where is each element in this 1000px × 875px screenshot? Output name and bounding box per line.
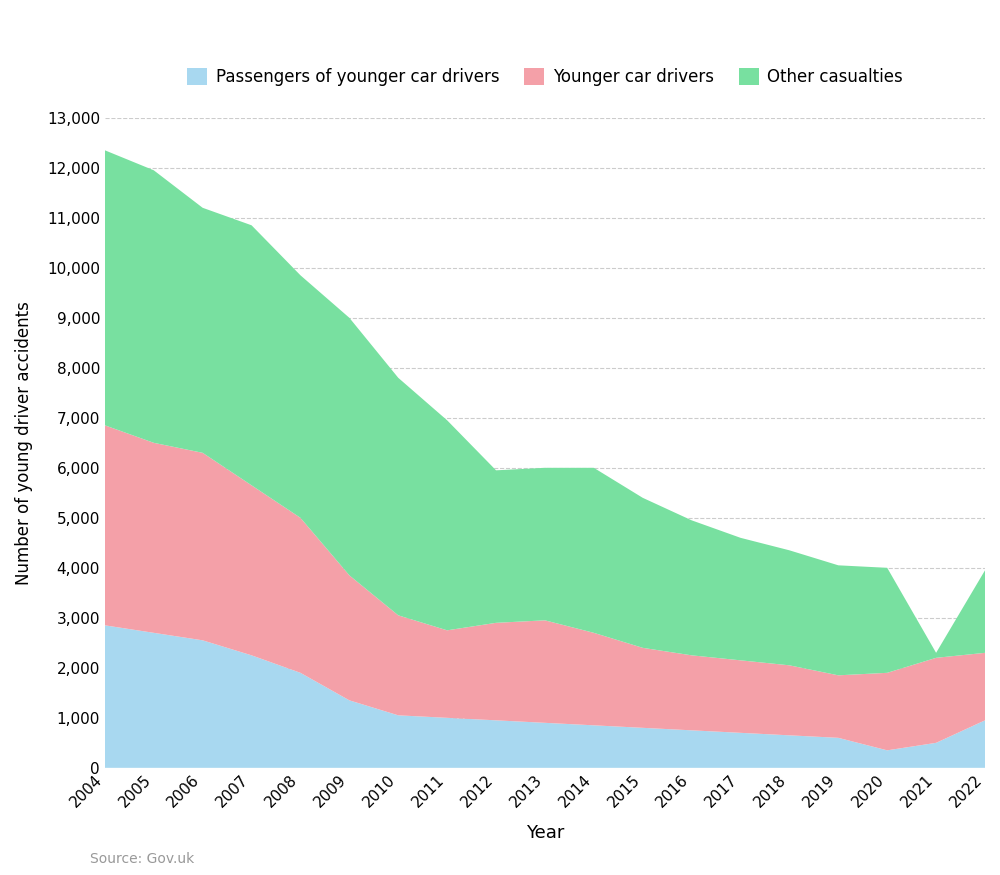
Text: Source: Gov.uk: Source: Gov.uk [90,852,194,866]
X-axis label: Year: Year [526,824,564,843]
Legend: Passengers of younger car drivers, Younger car drivers, Other casualties: Passengers of younger car drivers, Young… [181,61,909,93]
Y-axis label: Number of young driver accidents: Number of young driver accidents [15,301,33,584]
